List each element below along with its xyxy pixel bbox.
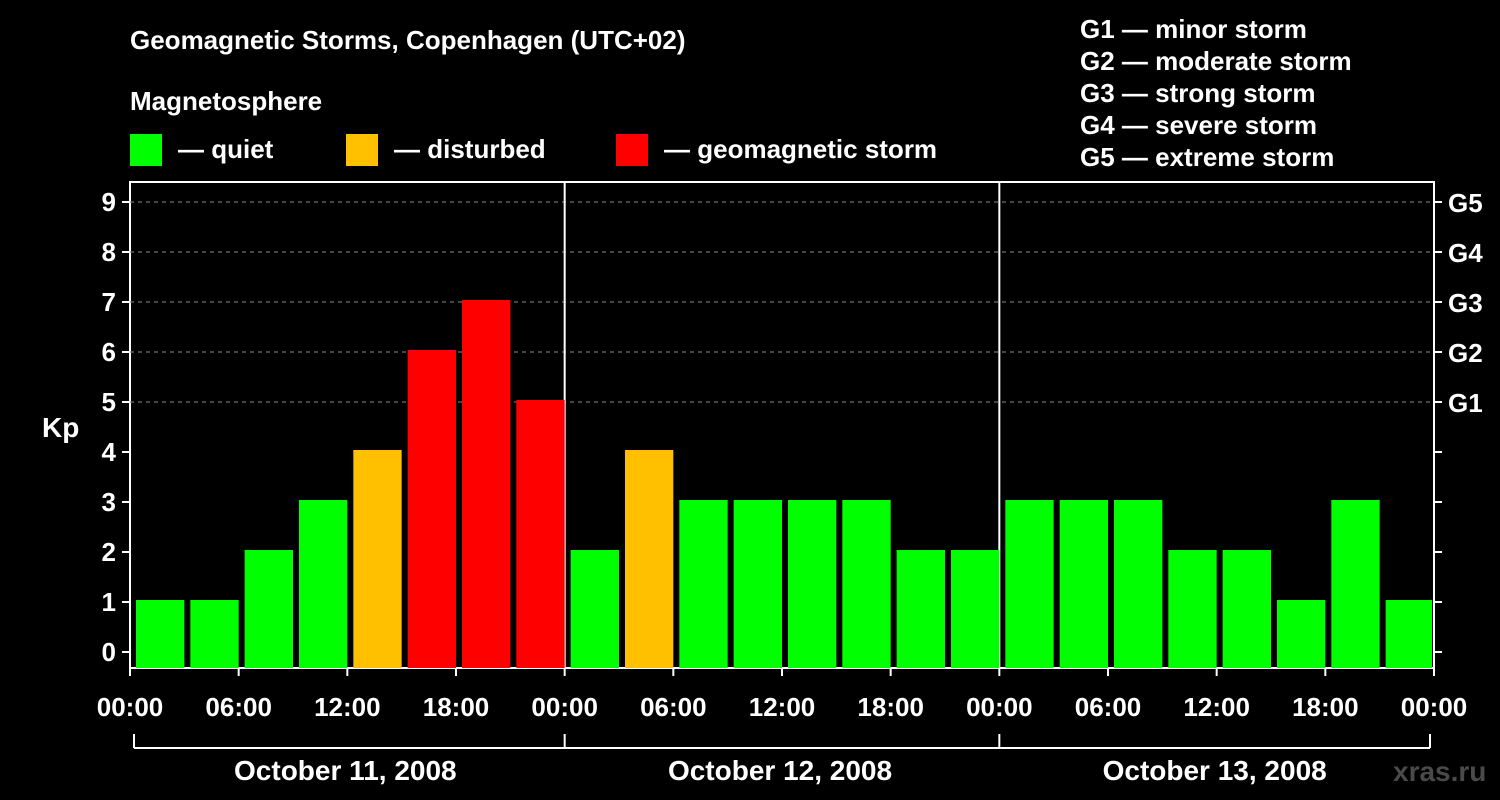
chart-title: Geomagnetic Storms, Copenhagen (UTC+02) — [130, 25, 686, 55]
storm-scale-g5: G5 — extreme storm — [1080, 142, 1335, 172]
legend-swatch-storm — [616, 134, 648, 166]
y-tick-label: 7 — [102, 287, 116, 317]
y-tick-label: 0 — [102, 637, 116, 667]
storm-level-label: G5 — [1448, 188, 1483, 218]
y-tick-label: 9 — [102, 187, 116, 217]
legend-swatch-quiet — [130, 134, 162, 166]
kp-bar — [896, 550, 945, 668]
kp-bar — [1331, 500, 1380, 668]
kp-bar — [516, 400, 565, 668]
x-tick-label: 00:00 — [531, 692, 598, 722]
x-tick-label: 00:00 — [1401, 692, 1468, 722]
kp-bar — [244, 550, 293, 668]
storm-scale-g1: G1 — minor storm — [1080, 14, 1307, 44]
x-tick-label: 00:00 — [97, 692, 164, 722]
kp-bar — [788, 500, 837, 668]
storm-scale-g3: G3 — strong storm — [1080, 78, 1316, 108]
x-tick-label: 12:00 — [314, 692, 381, 722]
kp-bar — [190, 600, 239, 668]
kp-bar — [1385, 600, 1432, 668]
storm-level-label: G2 — [1448, 338, 1483, 368]
x-tick-label: 06:00 — [1075, 692, 1142, 722]
x-tick-label: 18:00 — [857, 692, 924, 722]
kp-bar — [462, 300, 511, 668]
kp-bar — [842, 500, 891, 668]
x-tick-label: 06:00 — [205, 692, 272, 722]
y-tick-label: 2 — [102, 537, 116, 567]
legend-label-disturbed: — disturbed — [394, 134, 546, 164]
x-tick-label: 12:00 — [749, 692, 816, 722]
x-tick-label: 12:00 — [1183, 692, 1250, 722]
date-label: October 11, 2008 — [234, 755, 457, 786]
kp-bar — [1059, 500, 1108, 668]
watermark: xras.ru — [1393, 756, 1487, 787]
y-tick-label: 1 — [102, 587, 116, 617]
kp-bar — [299, 500, 348, 668]
storm-scale-g2: G2 — moderate storm — [1080, 46, 1352, 76]
x-tick-label: 00:00 — [966, 692, 1033, 722]
y-axis-label: Kp — [42, 412, 79, 443]
x-tick-label: 18:00 — [1292, 692, 1359, 722]
y-tick-label: 3 — [102, 487, 116, 517]
kp-bar — [407, 350, 456, 668]
date-label: October 13, 2008 — [1103, 755, 1327, 786]
legend-label-storm: — geomagnetic storm — [664, 134, 938, 164]
storm-level-label: G1 — [1448, 388, 1483, 418]
kp-bar — [1005, 500, 1054, 668]
kp-bar — [1277, 600, 1326, 668]
kp-bar — [733, 500, 782, 668]
legend-label-quiet: — quiet — [178, 134, 274, 164]
kp-bar — [625, 450, 674, 668]
storm-level-label: G4 — [1448, 238, 1483, 268]
legend-swatch-disturbed — [346, 134, 378, 166]
kp-bar — [1168, 550, 1217, 668]
x-tick-label: 18:00 — [423, 692, 490, 722]
magnetosphere-heading: Magnetosphere — [130, 86, 323, 116]
kp-bar — [951, 550, 1000, 668]
kp-bar — [570, 550, 619, 668]
kp-bar — [1222, 550, 1271, 668]
kp-bar — [353, 450, 402, 668]
kp-bar — [1114, 500, 1163, 668]
y-tick-label: 4 — [102, 437, 117, 467]
kp-bar — [679, 500, 728, 668]
date-label: October 12, 2008 — [668, 755, 892, 786]
kp-bar — [136, 600, 185, 668]
y-tick-label: 8 — [102, 237, 116, 267]
storm-level-label: G3 — [1448, 288, 1483, 318]
x-tick-label: 06:00 — [640, 692, 707, 722]
storm-scale-g4: G4 — severe storm — [1080, 110, 1318, 140]
y-tick-label: 6 — [102, 337, 116, 367]
y-tick-label: 5 — [102, 387, 116, 417]
